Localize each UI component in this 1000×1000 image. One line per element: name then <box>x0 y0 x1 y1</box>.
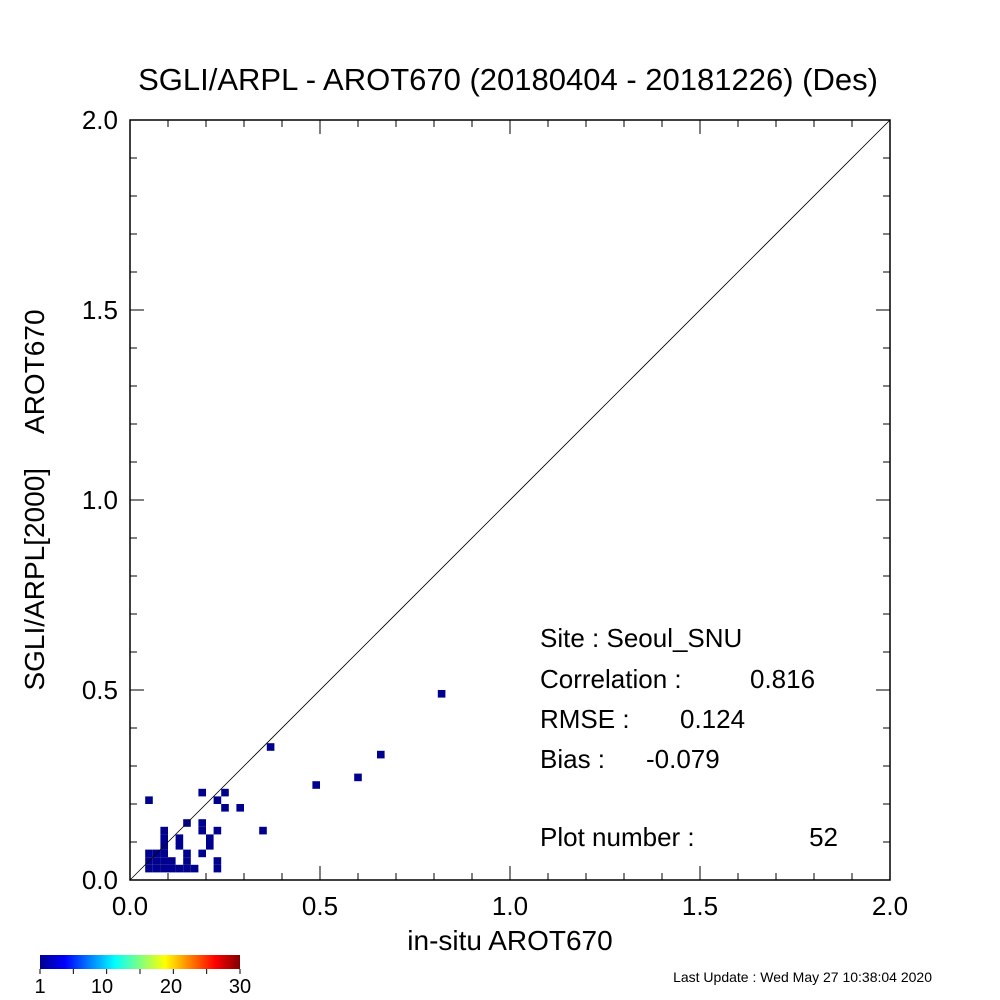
data-bin <box>437 690 446 698</box>
data-bin <box>213 857 222 865</box>
data-bin <box>152 864 161 873</box>
data-bin <box>152 857 161 865</box>
data-bin <box>160 857 168 865</box>
x-tick-label: 0.5 <box>302 891 338 921</box>
data-bin <box>198 826 206 835</box>
correlation-label: Correlation : <box>540 664 682 694</box>
y-tick-labels: 0.0 0.5 1.0 1.5 2.0 <box>82 105 118 895</box>
data-bins <box>145 690 446 873</box>
data-bin <box>198 819 206 827</box>
y-tick-label: 0.5 <box>82 675 118 705</box>
data-bin <box>160 826 168 835</box>
x-tick-label: 0.0 <box>112 891 148 921</box>
data-bin <box>145 849 153 858</box>
data-bin <box>259 826 267 835</box>
colorbar-label: 1 <box>34 976 45 998</box>
colorbar-labels: 1 10 20 30 <box>34 976 251 998</box>
y-axis-label-part2: AROT670 <box>19 309 50 434</box>
data-bin <box>213 826 222 835</box>
data-bin <box>377 750 385 759</box>
axis-ticks <box>130 120 890 880</box>
correlation-value: 0.816 <box>750 664 815 694</box>
y-tick-label: 2.0 <box>82 105 118 135</box>
data-bin <box>145 864 153 873</box>
data-bin <box>236 804 244 812</box>
x-tick-label: 1.0 <box>492 891 528 921</box>
rmse-value: 0.124 <box>680 704 745 734</box>
data-bin <box>145 796 153 804</box>
data-bin <box>183 857 191 865</box>
data-bin <box>266 743 275 751</box>
data-bin <box>354 773 362 782</box>
colorbar-label: 30 <box>229 976 251 998</box>
data-bin <box>206 834 214 842</box>
data-bin <box>206 842 214 850</box>
data-bin <box>198 849 206 858</box>
y-axis-label: SGLI/ARPL[2000] AROT670 <box>19 309 50 690</box>
y-tick-label: 0.0 <box>82 865 118 895</box>
bias-value: -0.079 <box>646 744 720 774</box>
data-bin <box>183 849 191 858</box>
data-bin <box>221 788 229 797</box>
stats-annotation: Site : Seoul_SNU Correlation : 0.816 RMS… <box>540 623 838 852</box>
rmse-label: RMSE : <box>540 704 630 734</box>
data-bin <box>213 864 222 873</box>
y-axis-label-part1: SGLI/ARPL[2000] <box>19 468 50 691</box>
last-update: Last Update : Wed May 27 10:38:04 2020 <box>673 969 932 985</box>
colorbar-ticks <box>39 969 241 974</box>
one-to-one-line <box>129 119 891 881</box>
data-bin <box>175 834 184 842</box>
plot-number-value: 52 <box>809 822 838 852</box>
data-bin <box>168 857 176 865</box>
site-label: Site : Seoul_SNU <box>540 623 742 653</box>
colorbar-label: 10 <box>91 976 113 998</box>
data-bin <box>198 788 206 797</box>
colorbar <box>40 955 240 969</box>
data-bin <box>160 834 168 842</box>
data-bin <box>175 864 184 873</box>
x-tick-label: 2.0 <box>872 891 908 921</box>
y-tick-label: 1.0 <box>82 485 118 515</box>
data-bin <box>213 796 222 804</box>
x-tick-labels: 0.0 0.5 1.0 1.5 2.0 <box>112 891 908 921</box>
colorbar-label: 20 <box>160 976 182 998</box>
x-axis-label: in-situ AROT670 <box>407 925 612 956</box>
data-bin <box>160 849 168 858</box>
data-bin <box>175 842 184 850</box>
data-bin <box>168 864 176 873</box>
data-bin <box>160 864 168 873</box>
plot-number-label: Plot number : <box>540 822 695 852</box>
data-bin <box>221 804 229 812</box>
data-bin <box>183 864 191 873</box>
y-tick-label: 1.5 <box>82 295 118 325</box>
data-bin <box>190 864 199 873</box>
x-tick-label: 1.5 <box>682 891 718 921</box>
bias-label: Bias : <box>540 744 605 774</box>
data-bin <box>312 781 320 789</box>
chart-title: SGLI/ARPL - AROT670 (20180404 - 20181226… <box>138 62 878 97</box>
